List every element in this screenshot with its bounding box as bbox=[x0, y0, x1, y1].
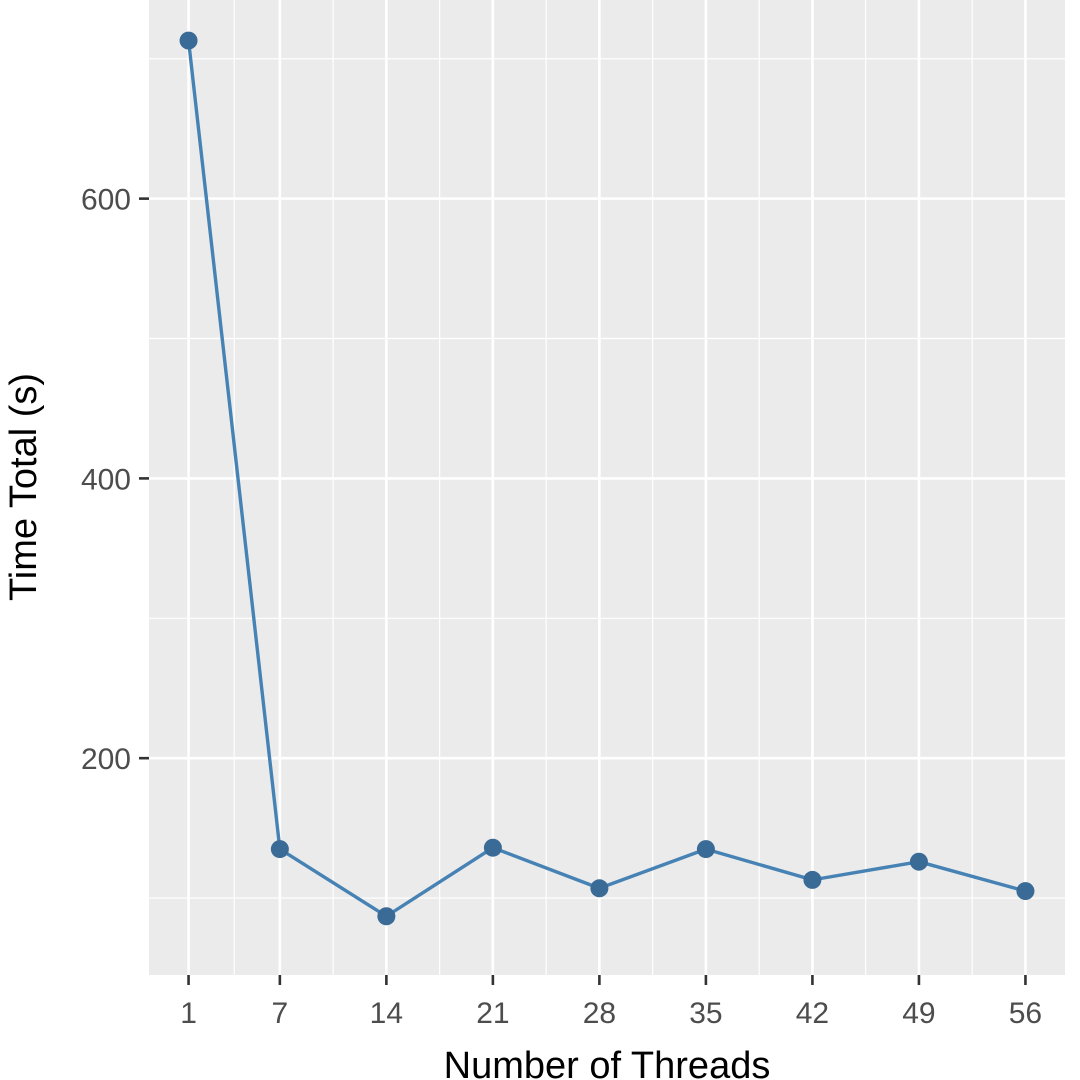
axes: 1 7 14 21 28 35 42 49 56 200 400 600 bbox=[81, 184, 1042, 1030]
x-tick-label: 7 bbox=[272, 997, 289, 1030]
data-point bbox=[909, 852, 928, 871]
x-axis-title: Number of Threads bbox=[444, 1045, 771, 1080]
y-tick-label: 200 bbox=[81, 743, 131, 776]
x-tick-label: 49 bbox=[902, 997, 935, 1030]
y-tick-label: 600 bbox=[81, 184, 131, 217]
grid-minor bbox=[149, 0, 1065, 975]
data-point bbox=[270, 840, 289, 859]
x-tick-label: 21 bbox=[476, 997, 509, 1030]
data-point bbox=[179, 31, 198, 50]
x-tick-label: 35 bbox=[689, 997, 722, 1030]
series-group bbox=[179, 31, 1035, 926]
data-point bbox=[590, 879, 609, 898]
data-point bbox=[483, 838, 502, 857]
data-point bbox=[1016, 882, 1035, 901]
data-point bbox=[803, 870, 822, 889]
plot-panel bbox=[149, 0, 1065, 975]
x-tick-label: 1 bbox=[180, 997, 197, 1030]
x-tick-label: 14 bbox=[370, 997, 403, 1030]
x-tick-label: 56 bbox=[1009, 997, 1042, 1030]
x-tick-label: 28 bbox=[583, 997, 616, 1030]
y-tick-label: 400 bbox=[81, 463, 131, 496]
data-point bbox=[696, 840, 715, 859]
grid-major bbox=[149, 0, 1065, 975]
y-axis-title: Time Total (s) bbox=[3, 373, 45, 601]
data-point bbox=[377, 907, 396, 926]
x-tick-label: 42 bbox=[796, 997, 829, 1030]
